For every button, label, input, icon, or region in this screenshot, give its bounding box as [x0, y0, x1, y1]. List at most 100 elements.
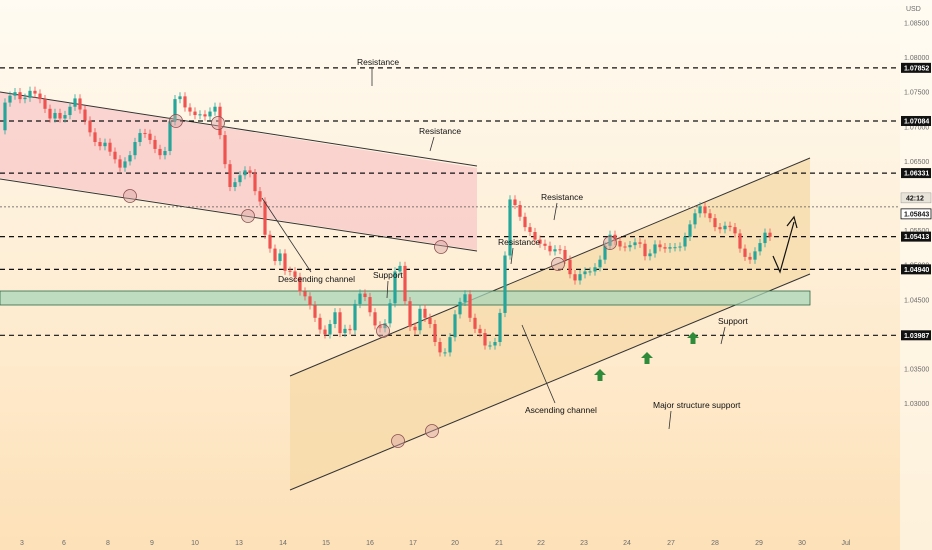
candle-body — [93, 132, 97, 143]
candle-body — [473, 317, 477, 329]
candle-body — [348, 328, 352, 331]
candle-body — [463, 294, 467, 302]
date-tick-label: 3 — [20, 540, 24, 547]
candle-body — [718, 227, 722, 230]
candle-body — [393, 271, 397, 304]
candle-body — [443, 352, 447, 354]
candle-body — [13, 92, 17, 96]
date-tick-label: 27 — [667, 540, 675, 547]
resistance-pointer — [510, 247, 514, 265]
candle-body — [678, 246, 682, 248]
date-tick-label: 8 — [106, 540, 110, 547]
support-label: Support — [373, 270, 403, 280]
candle-body — [368, 297, 372, 313]
candle-body — [378, 325, 382, 329]
candle-body — [408, 301, 412, 327]
date-tick-label: 20 — [451, 540, 459, 547]
candle-body — [283, 253, 287, 271]
current-price-badge-text: 1.05843 — [904, 211, 929, 218]
projection-path — [772, 221, 795, 274]
candle-body — [683, 236, 687, 247]
price-tick-label: 1.06500 — [904, 159, 929, 166]
candle-body — [33, 90, 37, 94]
candle-body — [588, 271, 592, 273]
date-tick-label: 14 — [279, 540, 287, 547]
date-tick-label: 22 — [537, 540, 545, 547]
candle-body — [338, 312, 342, 334]
date-tick-label: 16 — [366, 540, 374, 547]
candle-body — [593, 267, 597, 272]
price-axis-background — [900, 0, 932, 550]
candle-body — [563, 249, 567, 260]
candle-body — [428, 317, 432, 325]
candle-body — [293, 271, 297, 277]
candle-body — [693, 213, 697, 225]
candle-body — [248, 170, 252, 174]
candle-body — [763, 232, 767, 244]
price-tick-label: 1.05500 — [904, 228, 929, 235]
touch-point-circle — [376, 324, 390, 338]
candle-body — [658, 244, 662, 248]
candle-body — [243, 170, 247, 176]
date-tick-label: 6 — [62, 540, 66, 547]
candle-body — [598, 259, 602, 268]
candle-body — [188, 107, 192, 112]
candle-body — [383, 323, 387, 329]
candle-body — [733, 227, 737, 234]
date-tick-label: 21 — [495, 540, 503, 547]
candle-body — [623, 246, 627, 248]
candle-body — [413, 326, 417, 331]
price-tick-label: 1.03500 — [904, 367, 929, 374]
candle-body — [613, 234, 617, 241]
date-tick-label: 10 — [191, 540, 199, 547]
touch-point-circle — [123, 189, 137, 203]
resistance-pointer — [429, 136, 435, 152]
candle-body — [643, 243, 647, 257]
candle-body — [438, 342, 442, 353]
date-tick-label: 30 — [798, 540, 806, 547]
level-price-badge-text: 1.07084 — [904, 118, 929, 125]
candle-body — [183, 96, 187, 108]
currency-label: USD — [906, 6, 921, 13]
touch-point-circle — [211, 116, 225, 130]
major-support-pointer — [668, 410, 672, 430]
candle-body — [318, 317, 322, 330]
candle-body — [433, 324, 437, 343]
candle-body — [483, 333, 487, 346]
candle-body — [233, 182, 237, 188]
descending-channel-label: Descending channel — [278, 274, 355, 284]
candle-body — [168, 121, 172, 152]
candle-body — [143, 133, 147, 135]
level-price-badge — [901, 330, 931, 341]
candle-body — [638, 242, 642, 244]
candle-body — [468, 294, 472, 318]
date-tick-label: 28 — [711, 540, 719, 547]
candle-body — [53, 112, 57, 119]
candle-body — [498, 312, 502, 343]
candle-body — [528, 227, 532, 232]
candle-body — [768, 232, 772, 237]
candle-body — [138, 133, 142, 143]
candle-body — [508, 199, 512, 256]
candle-body — [253, 173, 257, 192]
candle-body — [518, 204, 522, 217]
touch-point-circle — [603, 236, 617, 250]
candle-body — [553, 249, 557, 252]
date-tick-label: 13 — [235, 540, 243, 547]
resistance-label: Resistance — [419, 126, 461, 136]
candle-body — [423, 308, 427, 318]
candle-body — [228, 164, 232, 188]
ascending-channel-zone — [290, 158, 810, 490]
level-price-badge-text: 1.04940 — [904, 267, 929, 274]
price-tick-label: 1.08500 — [904, 21, 929, 28]
candle-body — [48, 108, 52, 119]
candle-body — [493, 342, 497, 346]
bounce-arrow-icon — [687, 332, 699, 344]
candle-body — [133, 142, 137, 156]
candle-body — [173, 99, 177, 122]
date-tick-label: 17 — [409, 540, 417, 547]
candle-body — [238, 175, 242, 183]
candle-body — [73, 98, 77, 107]
candle-body — [403, 265, 407, 302]
candle-body — [118, 159, 122, 168]
